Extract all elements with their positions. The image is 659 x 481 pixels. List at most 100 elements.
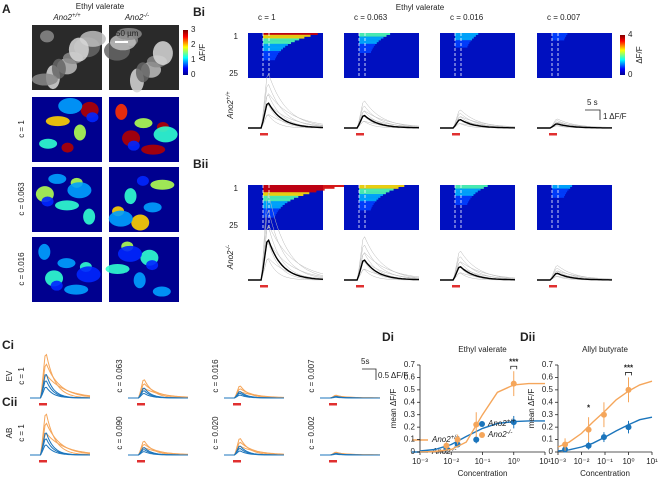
trace [128,379,189,399]
trace [248,259,324,281]
chart-title: Allyl butyrate [582,345,628,354]
raster-row [455,40,471,43]
cell [108,210,133,227]
colorbar [183,30,188,75]
trace [248,241,324,281]
raster-row [455,192,476,195]
genotype-name: Ano2 [226,250,235,270]
colorbar-tick: 0 [191,70,196,79]
trace [128,440,188,456]
trace [224,450,284,456]
data-point [600,411,607,418]
cell [117,245,142,262]
trace [30,413,91,456]
x-tick-label: 10⁻² [443,457,459,466]
trace [128,383,189,399]
genotype-name: Ano2 [487,419,507,428]
genotype-label: Ano2+/+ [52,13,81,23]
trace [440,119,516,129]
trace [128,451,188,456]
raster-row [455,201,469,204]
cell [68,37,89,62]
significance: * [587,403,591,412]
trace [248,102,324,129]
cell [41,196,54,207]
significance: *** [509,357,519,366]
cell [146,260,159,271]
chart-title: Ethyl valerate [458,345,507,354]
colorbar-label: ΔF/F [198,44,207,61]
y-tick-label: 0.3 [542,410,554,419]
raster [537,33,612,78]
raster-row [263,194,304,196]
row-label: c = 1 [17,120,26,138]
significance: *** [624,364,634,373]
cell [64,284,89,295]
data-point [510,419,517,426]
x-axis-label: Concentration [458,469,508,478]
raster-row [359,186,399,189]
stimulus-bar [233,403,241,406]
raster-row [455,34,476,37]
trace [248,239,324,281]
raster-row [263,54,277,57]
raster-row [455,33,479,35]
raster-row [359,36,384,39]
data-point [562,441,569,448]
x-tick-label: 10⁻¹ [597,457,613,466]
raster-row [263,201,288,204]
trace [344,114,420,129]
raster-row [359,194,383,196]
data-point [443,442,450,449]
raster-row [455,199,470,202]
y-tick-label: 0 [411,447,416,456]
trace [344,260,420,281]
trace [440,266,516,281]
y-tick-label: 0.4 [404,397,416,406]
x-tick-label: 10⁻³ [550,457,566,466]
panel-label: Cii [2,395,17,409]
x-tick-label: 10⁻¹ [475,457,491,466]
trace [224,385,284,399]
legend-marker [479,421,485,427]
cell [48,173,67,184]
x-tick-label: 10⁰ [508,457,520,466]
cell [131,214,150,231]
raster-row [455,203,468,205]
raster-row [359,33,391,35]
colorbar-tick: 1 [191,55,196,64]
colorbar-tick: 3 [191,25,196,34]
raster-row [359,188,394,191]
trace [344,115,420,129]
x-axis-label: Concentration [580,469,630,478]
cell [40,30,55,43]
cell [152,41,173,66]
cell [58,97,83,114]
cell [45,116,70,127]
cell [134,118,153,129]
raster-row [359,190,390,193]
raster-row [263,42,292,44]
colorbar-tick: 0 [628,70,633,79]
stimulus-bar [329,403,337,406]
y-tick-label: 0.7 [404,360,416,369]
genotype-sup: -/- [507,430,513,436]
data-point [510,380,517,387]
trace [30,363,91,399]
data-point [473,436,480,443]
stimulus-bar [356,133,364,136]
scale-bar [362,368,377,380]
stimulus-bar [137,403,145,406]
trace [30,353,91,399]
trace [320,396,380,399]
raster-row [455,42,470,44]
raster [344,33,419,78]
y-tick-label: 0.2 [404,422,416,431]
panel-title: Ethyl valerate [396,3,445,12]
cell [76,266,101,283]
genotype-sup: -/- [226,245,232,251]
raster-row [263,188,325,191]
trace [344,259,419,281]
panel-label: Bi [193,5,205,19]
raster-row [359,192,386,195]
